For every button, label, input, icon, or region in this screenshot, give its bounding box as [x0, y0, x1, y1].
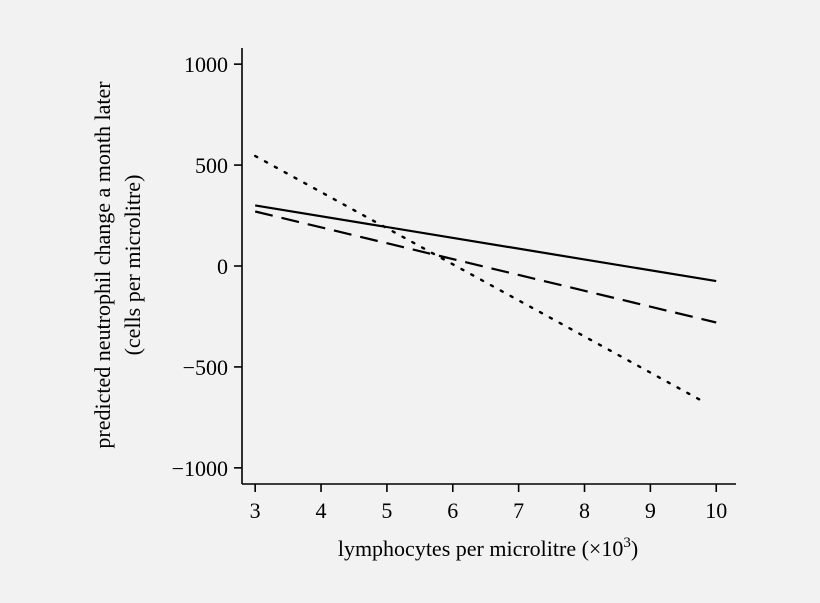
y-tick-label: −1000	[172, 456, 228, 481]
y-axis-label-line2: (cells per microlitre)	[120, 175, 145, 356]
series-layer	[253, 154, 717, 405]
series-line-dotted	[253, 154, 708, 405]
y-ticks: 1000 500 0 −500 −1000	[172, 52, 242, 481]
axes-layer: 3 4 5 6 7 8 9 10 1000 500 0 −500 −1000	[172, 48, 736, 523]
x-axis-label: lymphocytes per microlitre (×103)	[338, 535, 638, 561]
y-tick-label: 500	[195, 153, 228, 178]
x-tick-label: 7	[513, 498, 524, 523]
y-tick-label: −500	[183, 355, 228, 380]
series-line-dashed	[254, 210, 717, 324]
x-tick-label: 8	[579, 498, 590, 523]
x-tick-label: 6	[447, 498, 458, 523]
y-tick-label: 1000	[184, 52, 228, 77]
x-tick-label: 10	[705, 498, 727, 523]
x-tick-label: 9	[645, 498, 656, 523]
x-ticks: 3 4 5 6 7 8 9 10	[250, 484, 727, 523]
y-axis-label-line1: predicted neutrophil change a month late…	[90, 81, 115, 449]
series-line-solid	[255, 204, 717, 283]
x-tick-label: 3	[250, 498, 261, 523]
y-tick-label: 0	[217, 254, 228, 279]
x-tick-label: 4	[316, 498, 327, 523]
x-tick-label: 5	[381, 498, 392, 523]
